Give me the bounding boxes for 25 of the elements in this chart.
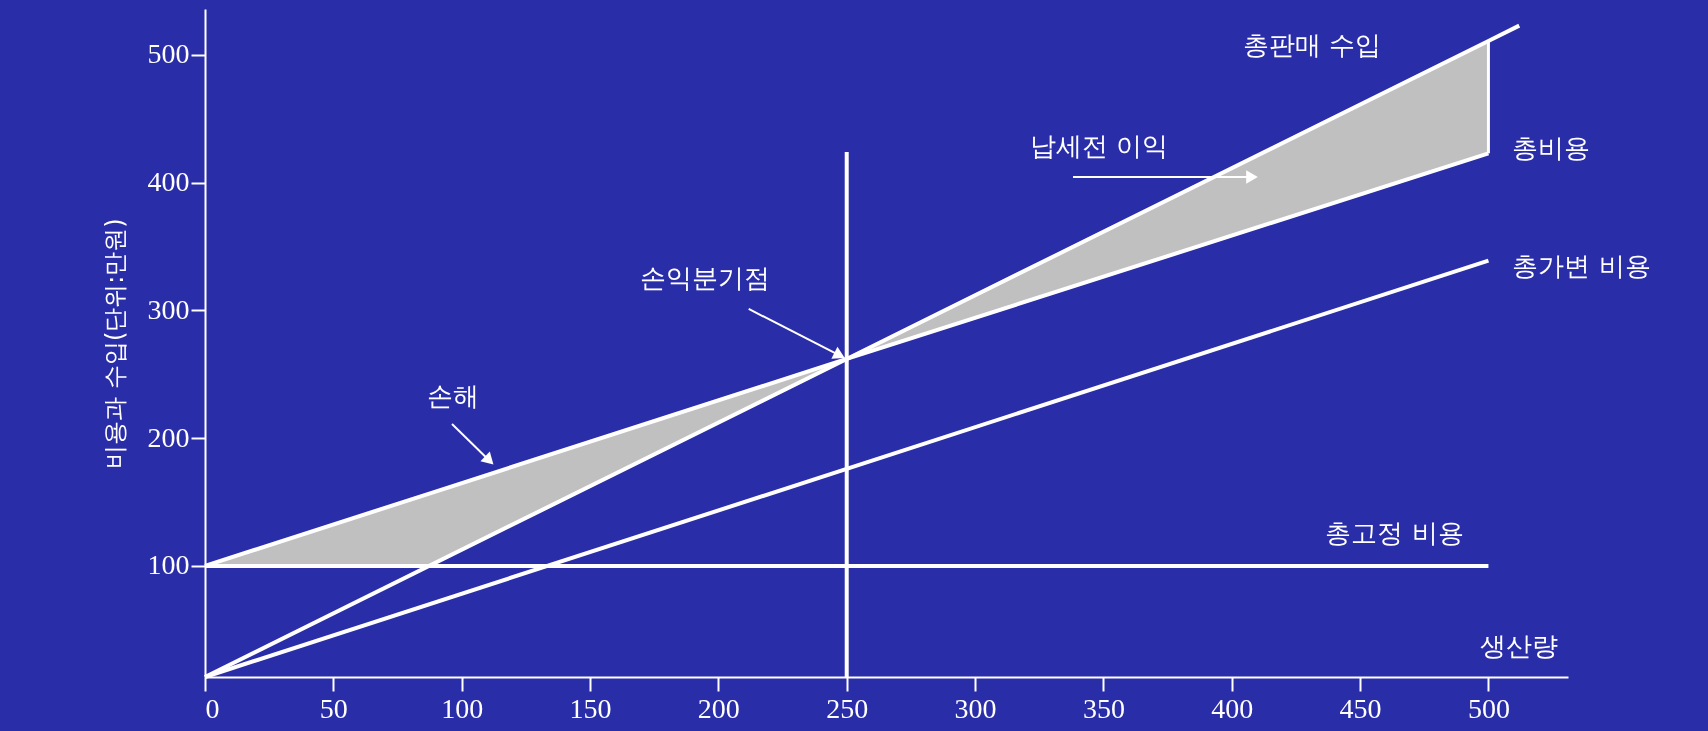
series-label: 총고정 비용: [1325, 517, 1464, 548]
x-tick-label: 250: [826, 692, 869, 724]
x-tick-label: 350: [1082, 692, 1125, 724]
annotation: 손익분기점: [639, 262, 770, 293]
x-tick-label: 400: [1211, 692, 1254, 724]
y-axis-title: 비용과 수입(단위:만원): [100, 218, 129, 469]
x-tick-label: 150: [569, 692, 612, 724]
y-tick-label: 500: [147, 38, 190, 70]
series-label: 총비용: [1512, 133, 1591, 164]
annotation: 손해: [427, 381, 479, 411]
y-tick-label: 400: [147, 166, 190, 198]
y-tick-label: 100: [147, 549, 190, 581]
x-tick-label: 500: [1467, 692, 1510, 724]
series-label: 총판매 수입: [1243, 29, 1382, 60]
series-label: 총가변 비용: [1512, 250, 1651, 281]
x-tick-label: 200: [697, 692, 740, 724]
x-tick-label: 100: [441, 692, 484, 724]
x-tick-label: 300: [954, 692, 997, 724]
annotation: 납세전 이익: [1030, 131, 1169, 161]
x-axis-title: 생산량: [1480, 631, 1558, 661]
x-tick-label: 50: [319, 692, 348, 724]
x-tick-label: 450: [1339, 692, 1382, 724]
y-tick-label: 300: [147, 293, 190, 325]
x-tick-label: 0: [205, 692, 220, 724]
y-tick-label: 200: [147, 421, 190, 453]
